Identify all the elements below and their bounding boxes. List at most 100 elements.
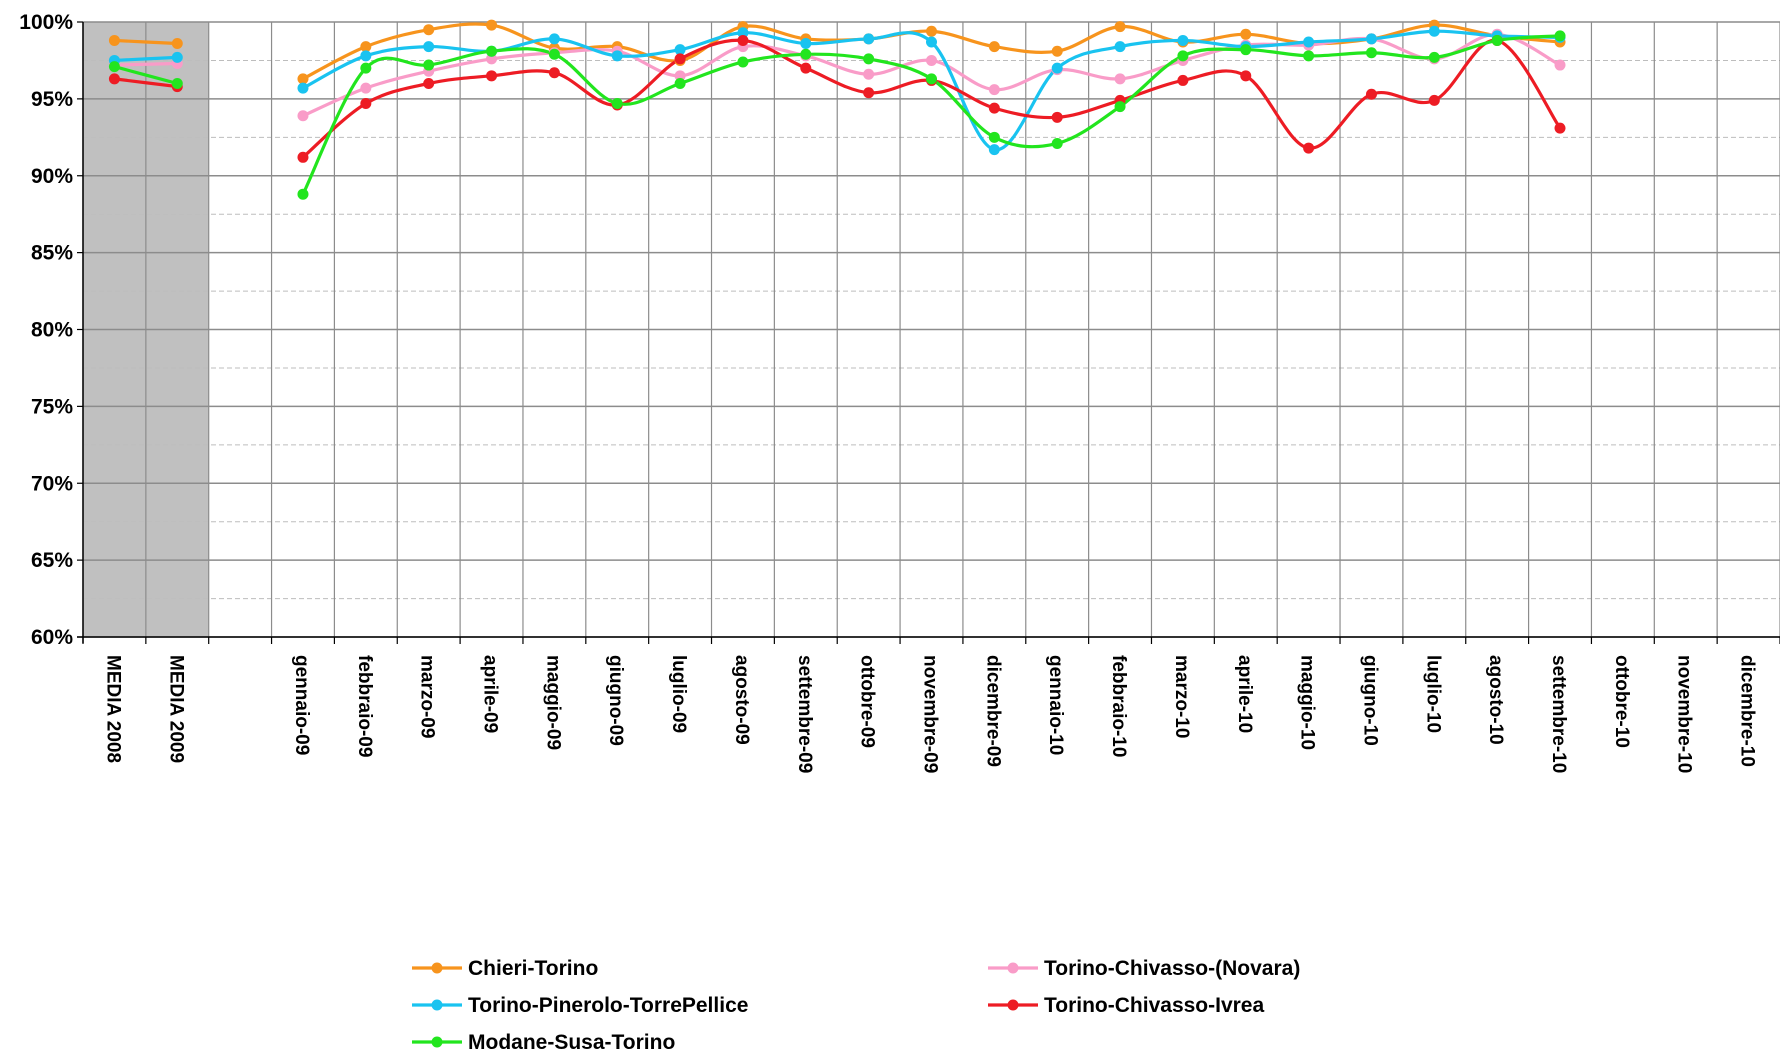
data-point [1177, 34, 1189, 46]
x-tick-label: MEDIA 2009 [165, 655, 186, 763]
legend-label: Chieri-Torino [468, 957, 598, 980]
x-tick-label: dicembre-10 [1737, 655, 1758, 767]
data-point [1240, 28, 1252, 40]
data-point [548, 48, 560, 60]
legend-item: Torino-Chivasso-Ivrea [988, 994, 1264, 1017]
legend-item: Chieri-Torino [412, 957, 598, 980]
x-tick-label: ottobre-09 [857, 655, 878, 748]
y-tick-label: 65% [31, 549, 73, 572]
x-tick-label: marzo-10 [1171, 655, 1192, 738]
x-tick-labels: MEDIA 2008 MEDIA 2009 gennaio-09 febbraio-0… [102, 655, 1757, 773]
legend-label: Modane-Susa-Torino [468, 1031, 675, 1054]
data-point [360, 82, 372, 94]
data-point [1051, 45, 1063, 57]
legend: Chieri-Torino Torino-Chivasso-(Novara) Tor… [412, 957, 1300, 1054]
data-point [1428, 94, 1440, 106]
x-tick-label: novembre-09 [920, 655, 941, 773]
x-tick-label: aprile-10 [1234, 655, 1255, 733]
data-point [108, 34, 120, 46]
data-point [1365, 47, 1377, 59]
data-point [988, 131, 1000, 143]
data-point [1491, 34, 1503, 46]
data-point [297, 110, 309, 122]
data-point [1365, 88, 1377, 100]
data-point [1428, 25, 1440, 37]
y-tick-label: 95% [31, 88, 73, 111]
data-point [1114, 101, 1126, 113]
legend-swatch-marker [431, 962, 443, 974]
x-tick-label: giugno-10 [1359, 655, 1380, 746]
legend-swatch-marker [431, 999, 443, 1011]
data-point [1114, 21, 1126, 33]
data-point [548, 33, 560, 45]
data-point [674, 44, 686, 56]
data-point [1303, 36, 1315, 48]
data-point [1554, 59, 1566, 71]
data-point [423, 59, 435, 71]
data-point [926, 73, 937, 85]
data-point [1114, 41, 1126, 53]
x-tick-label: febbraio-10 [1108, 655, 1129, 757]
data-point [171, 51, 183, 63]
data-point [297, 73, 309, 85]
legend-label: Torino-Pinerolo-TorrePellice [468, 994, 748, 1017]
x-tick-label: gennaio-10 [1045, 655, 1066, 755]
legend-item: Torino-Chivasso-(Novara) [988, 957, 1300, 980]
legend-label: Torino-Chivasso-(Novara) [1044, 957, 1300, 980]
data-point [800, 62, 812, 74]
x-tick-label: maggio-09 [542, 655, 563, 750]
data-point [800, 38, 812, 50]
data-point [171, 38, 183, 50]
data-point [360, 97, 372, 109]
data-point [737, 56, 749, 68]
data-point [486, 19, 498, 31]
data-point [988, 41, 1000, 53]
data-point [108, 61, 120, 73]
y-tick-label: 75% [31, 395, 73, 418]
x-tick-label: gennaio-09 [291, 655, 312, 755]
legend-label: Torino-Chivasso-Ivrea [1044, 994, 1264, 1017]
legend-swatch-marker [1007, 999, 1019, 1011]
x-tick-label: settembre-10 [1548, 655, 1569, 773]
x-tick-label: aprile-09 [480, 655, 501, 733]
data-point [297, 82, 309, 94]
gridlines-layer [82, 21, 1780, 638]
data-point [486, 45, 498, 57]
data-point [548, 67, 560, 79]
x-tick-label: luglio-10 [1422, 655, 1443, 733]
data-point [737, 34, 749, 46]
data-point [360, 62, 372, 74]
data-point [674, 70, 686, 82]
data-point [863, 68, 875, 80]
x-tick-label: settembre-09 [794, 655, 815, 773]
data-point [1177, 50, 1189, 62]
y-tick-label: 80% [31, 319, 73, 342]
data-point [988, 102, 1000, 114]
legend-item: Modane-Susa-Torino [412, 1031, 675, 1054]
data-point [674, 78, 686, 89]
data-point [926, 36, 937, 48]
legend-item: Torino-Pinerolo-TorrePellice [412, 994, 748, 1017]
x-tick-label: febbraio-09 [354, 655, 375, 757]
data-point [486, 70, 498, 82]
x-tick-label: agosto-09 [731, 655, 752, 745]
y-tick-label: 85% [31, 242, 73, 265]
data-point [926, 25, 937, 37]
data-point [423, 24, 435, 36]
data-point [611, 50, 623, 62]
data-point [611, 97, 623, 109]
data-points-layer [108, 19, 1566, 200]
x-tick-label: marzo-09 [417, 655, 438, 738]
data-point [988, 144, 1000, 156]
y-tick-labels: 60% 65% 70% 75% 80% 85% 90% 95% 100% [19, 11, 73, 649]
data-point [1051, 62, 1063, 74]
data-point [988, 84, 1000, 96]
data-point [108, 73, 120, 85]
x-tick-label: giugno-09 [605, 655, 626, 746]
series-line-2 [114, 61, 178, 67]
data-point [737, 27, 749, 39]
data-point [863, 87, 875, 99]
data-point [1240, 70, 1252, 82]
